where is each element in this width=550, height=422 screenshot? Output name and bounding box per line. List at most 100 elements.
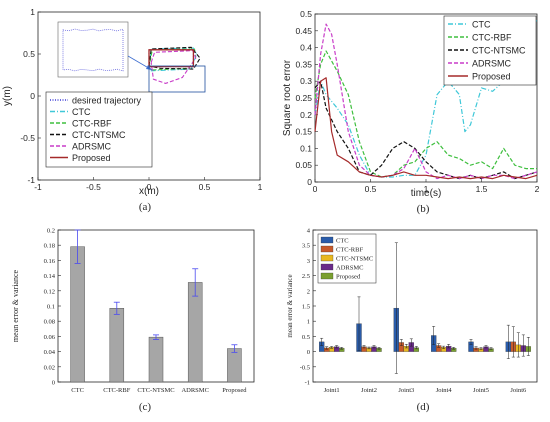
- panel-d-ytick-label: 1.5: [302, 304, 310, 311]
- panel-d-legend-label: ADRSMC: [336, 265, 363, 272]
- panel-d-ytick-label: 1: [307, 319, 310, 326]
- panel-c-ytick-label: 0.2: [47, 228, 55, 235]
- panel-d-legend-label: CTC-RBF: [336, 247, 363, 254]
- panel-a-xtick-label: 1: [258, 182, 263, 192]
- panel-b-legend-label: ADRSMC: [472, 59, 512, 69]
- panel-d-legend-label: Proposed: [336, 274, 361, 281]
- panel-d-legend-label: CTC: [336, 238, 349, 245]
- panel-d-legend-swatch: [320, 272, 334, 280]
- panel-d-category-label: Joint5: [473, 387, 489, 394]
- panel-b-series-line: [314, 77, 538, 180]
- panel-b-ytick-label: 0.3: [300, 76, 312, 86]
- panel-a-series-line: [150, 50, 197, 84]
- panel-b-legend-label: CTC: [472, 20, 491, 30]
- panel-a-legend-box: [45, 91, 153, 168]
- panel-c-category-label: Proposed: [222, 387, 247, 394]
- panel-d-ytick-label: 3: [307, 258, 310, 265]
- panel-d-legend-swatch: [320, 236, 334, 244]
- panel-b-error-plot: 0 0.5 1 1.5 2 0 0.05 0.1 0.15 0.2 0.25 0.3 0.35 0.4 0.…: [282, 9, 540, 215]
- panel-d-legend-swatch: [320, 254, 334, 262]
- panel-a-trajectory-plot: -1 -0.5 0 0.5 1 -1 -0.5 0 0.5 1 desired trajector…: [2, 7, 263, 213]
- panel-b-caption: (b): [417, 203, 430, 215]
- panel-a-legend-label: CTC-RBF: [72, 119, 112, 129]
- panel-b-ytick-label: 0.35: [295, 59, 312, 69]
- panel-c-bar: [227, 348, 242, 383]
- panel-b-ytick-label: 0.05: [295, 160, 312, 170]
- panel-b-xlabel: time(s): [411, 188, 442, 199]
- panel-a-zoom-inset: [57, 21, 206, 93]
- panel-a-xtick-label: 0: [147, 182, 152, 192]
- panel-c-bar: [148, 336, 164, 383]
- panel-c-ytick-label: 0.1: [47, 304, 55, 311]
- panel-c-bar: [109, 308, 125, 383]
- panel-d-ytick-label: 2.5: [302, 273, 310, 280]
- panel-c-ytick-label: 0.18: [44, 243, 55, 250]
- panel-a-ytick-label: -0.5: [20, 133, 35, 143]
- panel-b-legend: CTC CTC-RBF CTC-NTSMC ADRSMC Proposed: [443, 15, 537, 86]
- panel-b-ytick-label: 0.25: [295, 93, 312, 103]
- panel-a-caption: (a): [139, 201, 152, 213]
- panel-c-ytick-label: 0.16: [44, 258, 56, 265]
- panel-a-series-line: [148, 46, 201, 70]
- panel-b-xtick-label: 0.5: [365, 184, 377, 194]
- panel-b-ylabel: Square root error: [282, 59, 293, 136]
- panel-c-bar-chart: 00.020.040.060.080.10.120.140.160.180.2 …: [11, 228, 255, 413]
- panel-c-category-label: CTC-RBF: [103, 387, 130, 394]
- panel-a-legend-label: Proposed: [72, 153, 111, 163]
- panel-a-xtick-label: -0.5: [86, 182, 101, 192]
- panel-d-ytick-label: 2: [307, 288, 310, 295]
- panel-b-ytick-label: 0.5: [300, 9, 312, 19]
- panel-a-ytick-label: -1: [27, 175, 35, 185]
- panel-b-xtick-label: 1: [424, 184, 429, 194]
- panel-d-category-label: Joint1: [324, 387, 340, 394]
- panel-a-xtick-label: -1: [34, 182, 42, 192]
- panel-a-ylabel: y(m): [2, 86, 13, 106]
- panel-a-ytick-label: 0.5: [23, 49, 35, 59]
- panel-d-ytick-label: 3.5: [302, 243, 310, 250]
- panel-b-ytick-label: 0: [307, 177, 312, 187]
- panel-d-ytick-label: 0.5: [302, 334, 310, 341]
- panel-d-caption: (d): [417, 401, 430, 413]
- panel-d-ytick-label: -0.5: [300, 364, 310, 371]
- panel-c-caption: (c): [139, 401, 152, 413]
- panel-c-ytick-label: 0.12: [44, 288, 55, 295]
- panel-a-ytick-label: 0: [30, 91, 35, 101]
- panel-c-ytick-label: 0.14: [44, 273, 56, 280]
- zoom-region-box: [148, 65, 206, 93]
- panel-d-legend: CTC CTC-RBF CTC-NTSMC ADRSMC Proposed: [317, 233, 377, 284]
- panel-b-legend-box: [443, 15, 537, 86]
- panel-b-xtick-label: 1.5: [476, 184, 488, 194]
- panel-b-ytick-label: 0.15: [295, 127, 312, 137]
- panel-c-bar: [70, 246, 85, 383]
- panel-a-legend-label: CTC-NTSMC: [72, 130, 126, 140]
- panel-b-legend-label: Proposed: [472, 72, 511, 82]
- panel-d-ytick-label: 0: [307, 349, 310, 356]
- panel-a-series-line: [148, 49, 195, 68]
- panel-c-ytick-label: 0: [52, 380, 55, 387]
- panel-a-ytick-label: 1: [30, 7, 35, 17]
- panel-c-category-label: CTC: [71, 387, 84, 394]
- panel-d-category-label: Joint2: [361, 387, 377, 394]
- panel-a-xlabel: x(m): [139, 186, 159, 197]
- panel-c-ylabel: mean error & variance: [11, 269, 20, 342]
- panel-a-xtick-label: 0.5: [199, 182, 211, 192]
- panel-d-grouped-bar-chart: -1 -0.5 0 0.5 1 1.5 2 2.5 3 3.5 4 Joint1 Joint2 Join…: [286, 228, 538, 413]
- panel-a-series-line: [148, 47, 198, 72]
- panel-c-ytick-label: 0.08: [44, 319, 55, 326]
- panel-d-ylabel: mean error & variance: [286, 274, 294, 337]
- panel-c-bar: [187, 282, 203, 383]
- panel-c-category-label: CTC-NTSMC: [137, 387, 174, 394]
- panel-c-category-label: ADRSMC: [181, 387, 208, 394]
- panel-d-category-label: Joint4: [436, 387, 453, 394]
- panel-b-legend-label: CTC-RBF: [472, 33, 512, 43]
- panel-a-legend-label: CTC: [72, 107, 91, 117]
- panel-a-legend-label: ADRSMC: [72, 142, 112, 152]
- panel-b-ytick-label: 0.2: [300, 110, 312, 120]
- panel-d-category-label: Joint6: [510, 387, 527, 394]
- panel-b-series-line: [314, 80, 538, 180]
- panel-d-legend-swatch: [320, 263, 334, 271]
- panel-b-ytick-label: 0.45: [295, 26, 312, 36]
- panel-d-ytick-label: -1: [305, 380, 310, 387]
